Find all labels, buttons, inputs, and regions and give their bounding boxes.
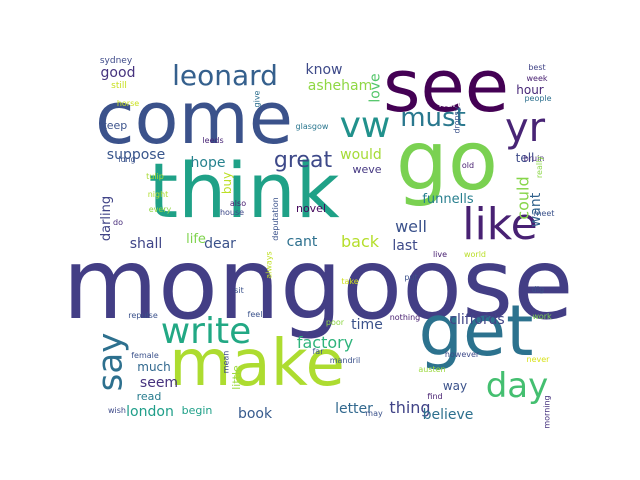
word-cloud-panel xyxy=(96,57,554,426)
